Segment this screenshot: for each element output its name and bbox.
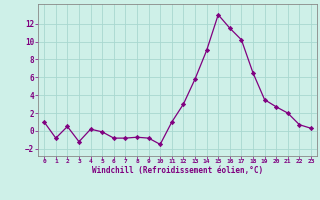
X-axis label: Windchill (Refroidissement éolien,°C): Windchill (Refroidissement éolien,°C)	[92, 166, 263, 175]
